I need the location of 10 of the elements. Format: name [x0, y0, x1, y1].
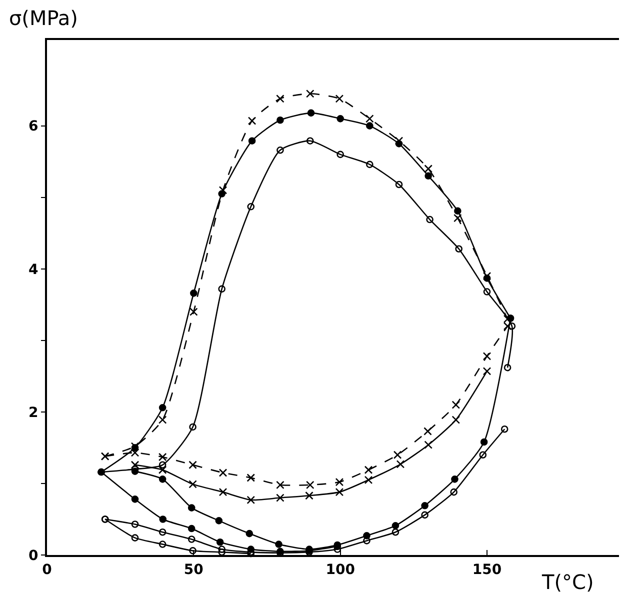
x-tick-label: 150	[472, 562, 502, 578]
y-axis-title: σ(MPa)	[9, 6, 78, 30]
x-tick-label: 50	[184, 562, 204, 578]
x-tick-label: 0	[42, 562, 52, 578]
x-tick-label: 100	[326, 562, 356, 578]
y-tick-label: 2	[28, 404, 38, 421]
y-tick-label: 4	[28, 262, 38, 278]
y-tick-label: 6	[28, 118, 38, 135]
x-axis-title: T(°C)	[541, 570, 594, 594]
y-tick-label: 0	[28, 548, 38, 564]
